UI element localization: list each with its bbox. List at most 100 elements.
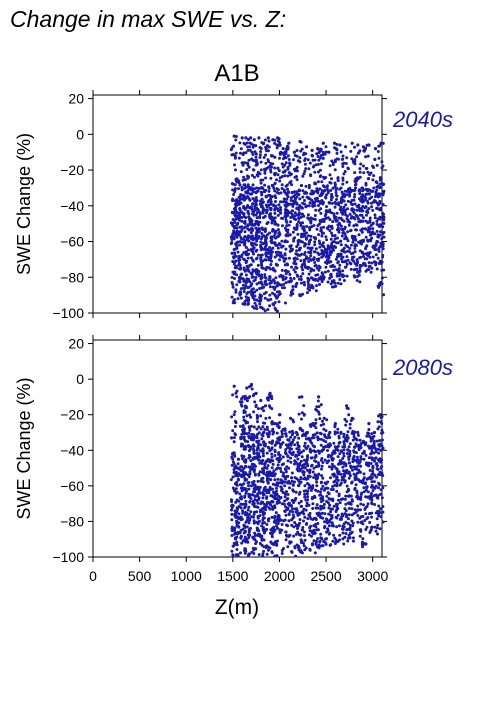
data-point xyxy=(361,219,365,223)
data-point xyxy=(259,535,263,539)
data-point xyxy=(270,217,274,221)
data-point xyxy=(317,158,321,162)
data-point xyxy=(356,177,360,181)
data-point xyxy=(286,524,290,528)
data-point xyxy=(256,263,260,267)
y-tick-label: −80 xyxy=(60,513,84,529)
data-point xyxy=(370,511,374,515)
data-point xyxy=(379,442,383,446)
data-point xyxy=(270,499,274,503)
data-point xyxy=(336,431,340,435)
data-point xyxy=(376,195,380,199)
data-point xyxy=(298,197,302,201)
data-point xyxy=(317,268,321,272)
data-point xyxy=(372,200,376,204)
data-point xyxy=(284,152,288,155)
data-point xyxy=(374,180,378,184)
data-point xyxy=(371,489,375,493)
data-point xyxy=(351,240,355,244)
data-point xyxy=(232,229,236,233)
data-point xyxy=(248,470,252,474)
data-point xyxy=(330,275,333,279)
data-point xyxy=(349,262,353,266)
data-point xyxy=(370,525,374,529)
data-point xyxy=(258,172,262,176)
data-point xyxy=(283,174,287,178)
data-point xyxy=(317,451,321,455)
data-point xyxy=(271,184,275,188)
data-point xyxy=(259,240,263,244)
data-point xyxy=(299,240,303,243)
data-point xyxy=(244,196,248,200)
data-point xyxy=(336,444,340,448)
data-point xyxy=(313,237,317,241)
data-point xyxy=(368,468,372,472)
data-point xyxy=(273,166,277,170)
data-point xyxy=(242,183,246,187)
data-point xyxy=(351,524,355,528)
data-point xyxy=(347,413,351,417)
data-point xyxy=(329,198,333,202)
data-point xyxy=(287,519,291,523)
data-point xyxy=(253,531,257,535)
data-point xyxy=(247,505,251,509)
data-point xyxy=(284,470,288,474)
data-point xyxy=(359,529,363,533)
data-point xyxy=(378,176,382,180)
data-point xyxy=(325,209,328,212)
data-point xyxy=(242,251,246,254)
data-point xyxy=(276,463,280,467)
data-point xyxy=(365,167,369,170)
data-point xyxy=(303,199,306,202)
data-point xyxy=(255,256,259,260)
data-point xyxy=(262,538,266,542)
data-point xyxy=(278,143,282,147)
data-point xyxy=(332,240,336,244)
data-point xyxy=(231,504,235,508)
data-point xyxy=(314,426,318,430)
data-point xyxy=(268,440,272,444)
data-point xyxy=(238,233,241,237)
data-point xyxy=(251,443,255,447)
data-point xyxy=(355,491,359,495)
data-point xyxy=(252,410,256,414)
data-point xyxy=(240,210,244,214)
data-point xyxy=(377,144,381,148)
data-point xyxy=(375,219,379,223)
data-point xyxy=(270,154,274,158)
data-point xyxy=(251,268,255,272)
data-point xyxy=(241,424,245,428)
data-point xyxy=(370,266,374,270)
data-point xyxy=(284,156,288,160)
data-point xyxy=(308,161,312,165)
data-point xyxy=(375,239,379,243)
data-point xyxy=(231,182,235,186)
data-point xyxy=(319,211,323,215)
data-point xyxy=(263,485,267,489)
data-point xyxy=(366,502,370,506)
data-point xyxy=(323,481,327,485)
data-point xyxy=(359,498,363,501)
panel-label: 2080s xyxy=(392,355,453,380)
data-point xyxy=(335,198,338,201)
data-point xyxy=(339,449,343,453)
data-point xyxy=(379,507,382,511)
data-point xyxy=(381,183,385,187)
data-point xyxy=(338,278,342,281)
data-point xyxy=(339,516,343,520)
data-point xyxy=(260,204,264,208)
data-point xyxy=(237,199,241,203)
data-point xyxy=(352,539,355,543)
data-point xyxy=(380,268,384,272)
data-point xyxy=(244,487,248,491)
data-point xyxy=(271,162,275,166)
data-point xyxy=(323,270,327,274)
data-point xyxy=(238,492,242,496)
data-point xyxy=(235,548,239,551)
data-point xyxy=(308,471,312,475)
data-point xyxy=(272,303,276,307)
data-point xyxy=(374,243,378,247)
data-point xyxy=(258,212,262,216)
data-point xyxy=(364,235,368,239)
data-point xyxy=(320,231,324,235)
